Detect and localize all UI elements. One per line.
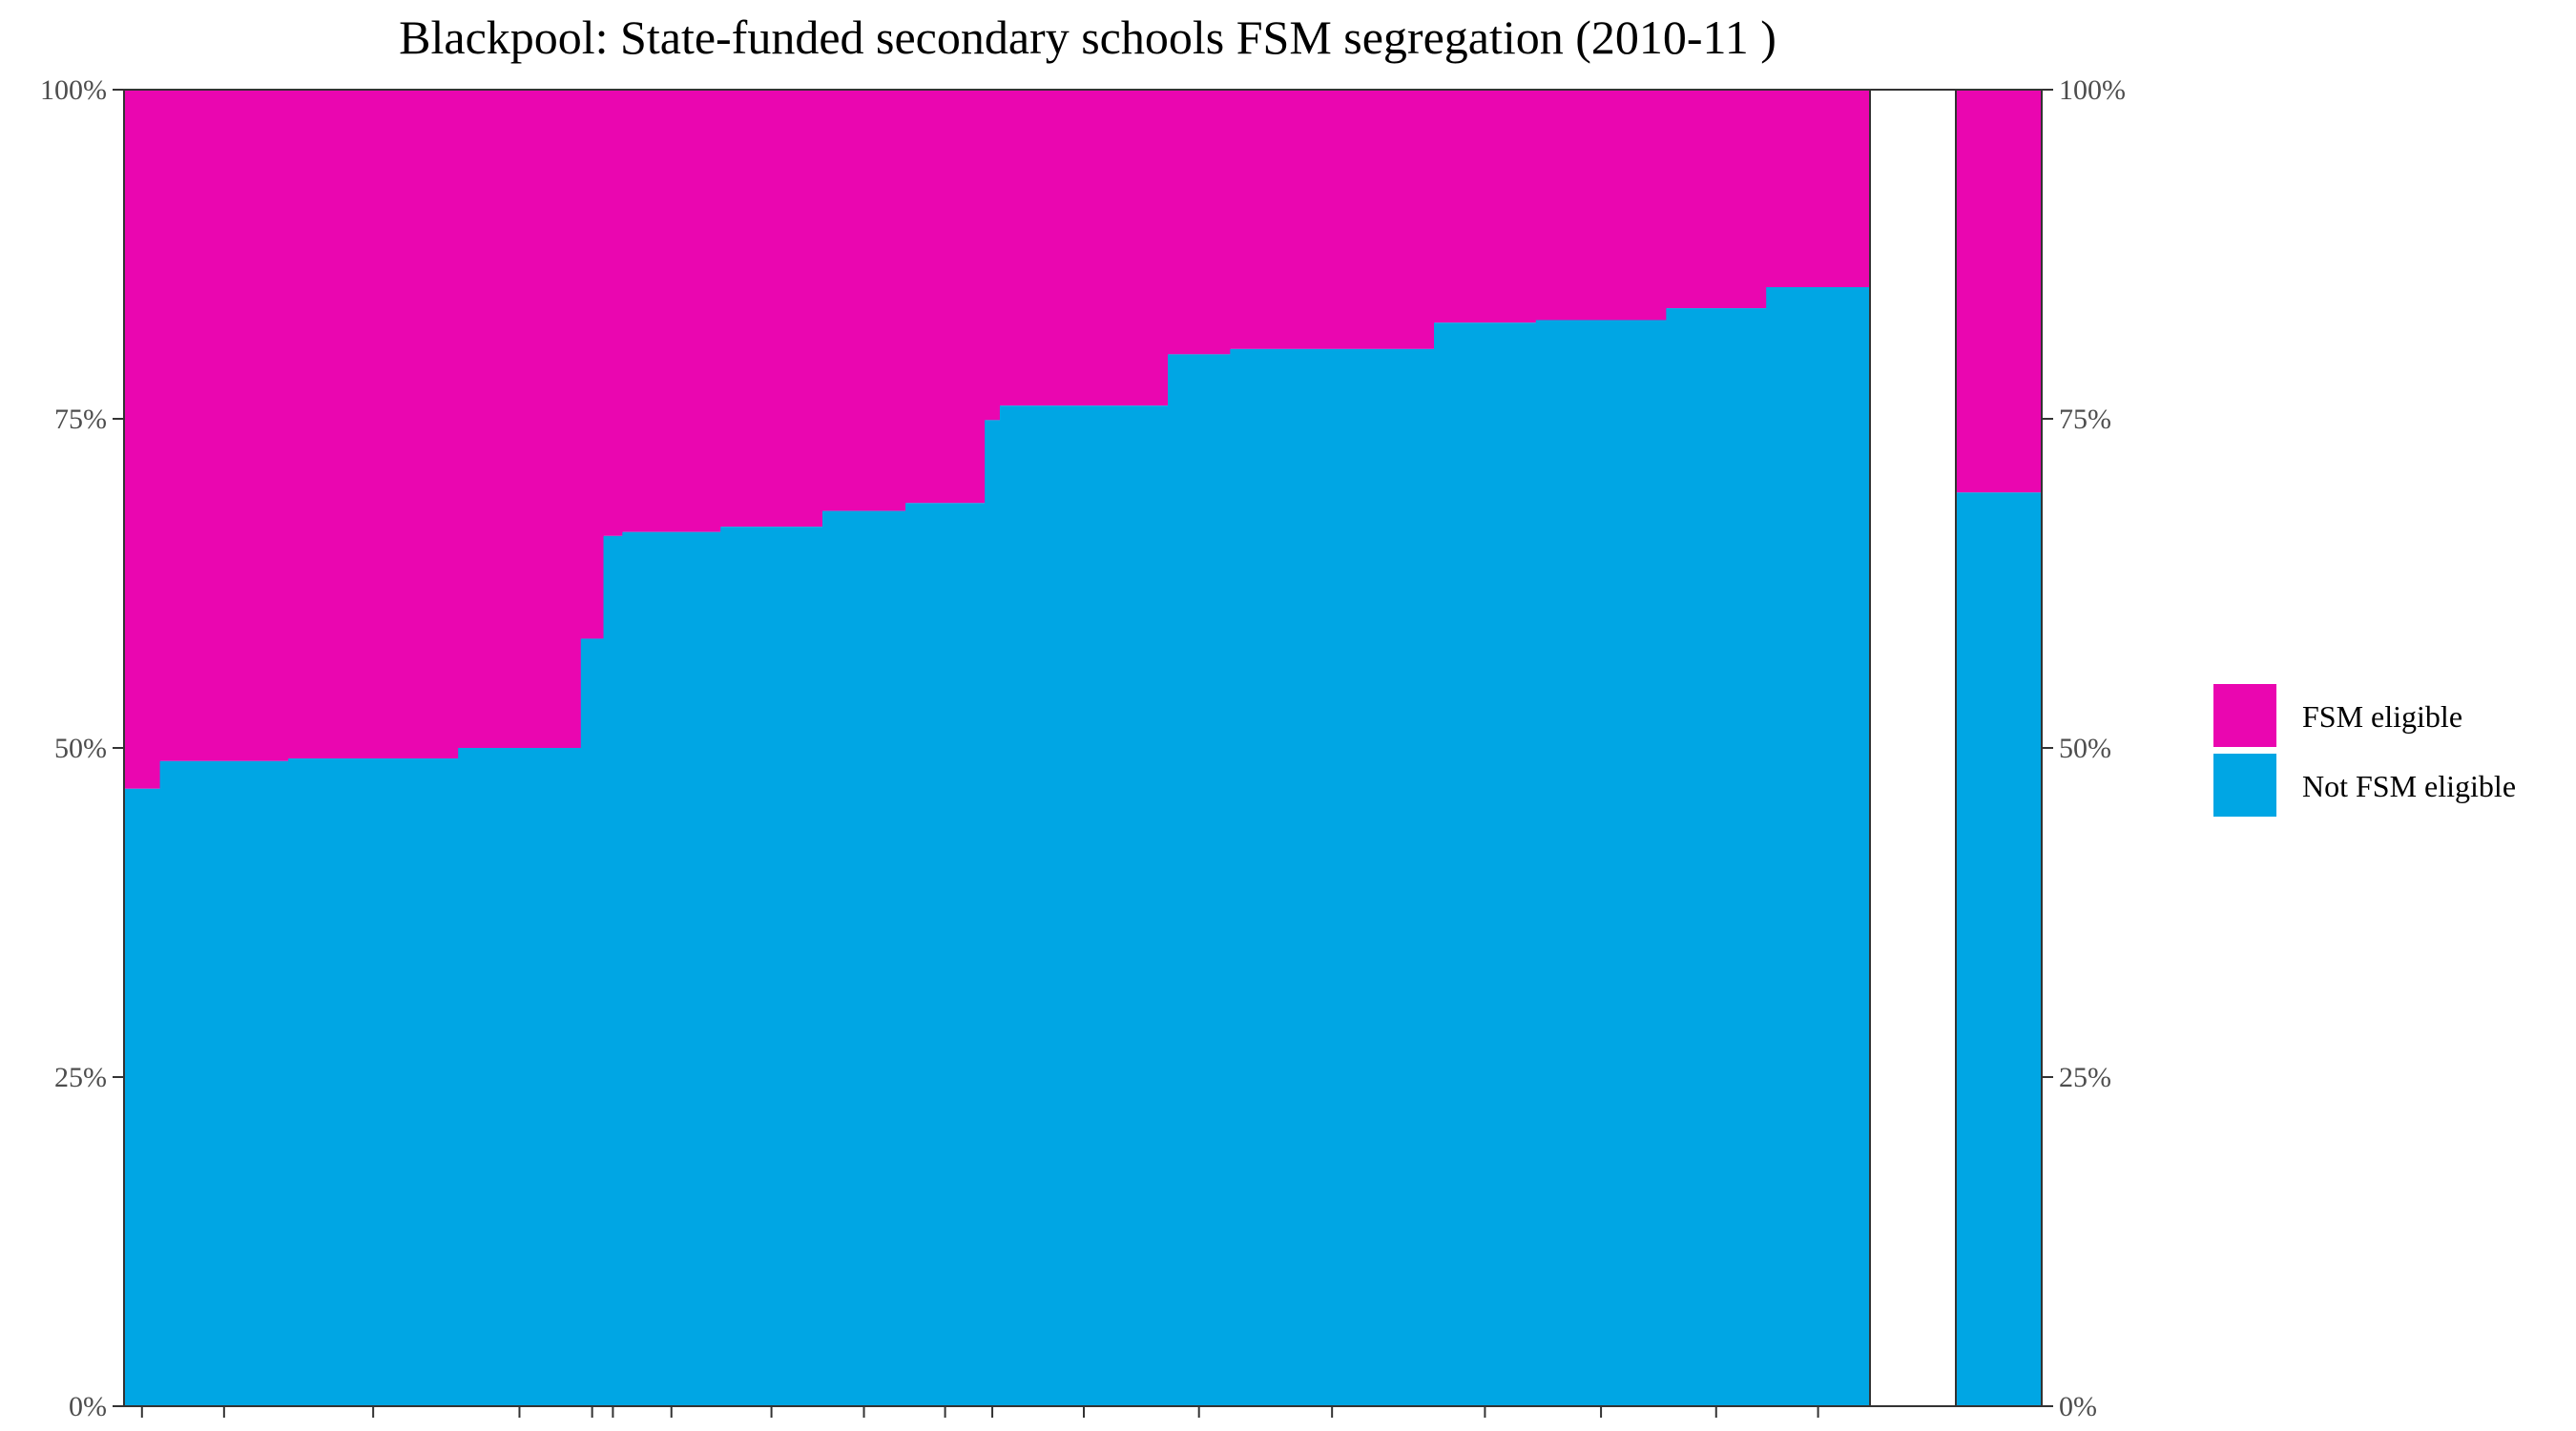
left-y-tick-label: 50% [54, 733, 107, 764]
x-axis-ticks [140, 1406, 1819, 1418]
bar-not-fsm-school-4 [458, 748, 582, 1406]
right-y-tick-label: 100% [2059, 74, 2126, 106]
bar-fsm-school-12 [999, 90, 1169, 406]
legend-label-not-fsm: Not FSM eligible [2302, 769, 2516, 803]
panel-gap [1869, 89, 1957, 1407]
bar-not-fsm-school-2 [159, 760, 289, 1406]
left-y-tick-label: 25% [54, 1062, 107, 1093]
bar-fsm-school-6 [603, 90, 623, 536]
bar-not-fsm-school-16 [1535, 320, 1667, 1406]
bar-fsm-school-11 [985, 90, 1001, 421]
bar-fsm-school-14 [1230, 90, 1435, 349]
bar-fsm-school-17 [1666, 90, 1767, 309]
bar-not-fsm-school-14 [1230, 348, 1435, 1406]
left-y-tick-label: 75% [54, 404, 107, 435]
bar-not-fsm-school-8 [720, 527, 823, 1406]
bar-not-fsm-school-3 [288, 758, 459, 1406]
bar-fsm-school-7 [622, 90, 721, 532]
left-y-tick-label: 0% [69, 1391, 107, 1422]
right-y-tick-label: 50% [2059, 733, 2111, 764]
bar-not-fsm-school-11 [985, 420, 1001, 1406]
bar-not-fsm-school-15 [1433, 322, 1537, 1406]
bar-fsm-school-13 [1168, 90, 1231, 355]
legend-swatch-not-fsm [2213, 754, 2276, 817]
bar-not-fsm-school-18 [1766, 287, 1871, 1406]
bar-fsm-school-10 [905, 90, 986, 504]
bar-fsm-overall [1956, 90, 2042, 493]
right-y-tick-label: 75% [2059, 404, 2111, 435]
bar-fsm-school-8 [720, 90, 823, 528]
bar-not-fsm-school-13 [1168, 354, 1231, 1406]
bar-fsm-school-9 [822, 90, 906, 511]
overall-panel [1869, 89, 2043, 1407]
bar-fsm-school-1 [124, 90, 161, 789]
main-panel [123, 89, 1871, 1407]
bar-not-fsm-school-10 [905, 503, 986, 1406]
left-y-axis: 0% 25% 50% 75% 100% [40, 74, 124, 1422]
legend: FSM eligible Not FSM eligible [2213, 684, 2516, 817]
bar-fsm-school-3 [288, 90, 459, 759]
bar-fsm-school-5 [580, 90, 605, 639]
bar-not-fsm-school-17 [1666, 308, 1767, 1407]
bar-fsm-school-4 [458, 90, 582, 748]
legend-label-fsm: FSM eligible [2302, 699, 2462, 734]
bar-not-fsm-school-12 [999, 405, 1169, 1407]
right-y-tick-label: 25% [2059, 1062, 2111, 1093]
bar-not-fsm-school-1 [124, 788, 161, 1406]
bar-not-fsm-school-5 [580, 638, 605, 1406]
bar-fsm-school-2 [159, 90, 289, 761]
bar-not-fsm-school-9 [822, 510, 906, 1406]
right-y-tick-label: 0% [2059, 1391, 2097, 1422]
bar-not-fsm-school-7 [622, 531, 721, 1406]
right-y-axis: 0% 25% 50% 75% 100% [2042, 74, 2126, 1422]
legend-swatch-fsm [2213, 684, 2276, 747]
bar-fsm-school-16 [1535, 90, 1667, 321]
chart-title: Blackpool: State-funded secondary school… [399, 10, 1776, 64]
bar-fsm-school-18 [1766, 90, 1871, 287]
bar-fsm-school-15 [1433, 90, 1537, 323]
bar-not-fsm-school-6 [603, 535, 623, 1406]
left-y-tick-label: 100% [40, 74, 107, 106]
bar-not-fsm-overall [1956, 492, 2042, 1406]
